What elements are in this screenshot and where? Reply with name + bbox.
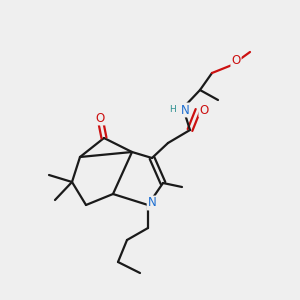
Text: O: O [231, 55, 241, 68]
Text: H: H [169, 106, 176, 115]
Text: O: O [200, 103, 208, 116]
Text: N: N [181, 103, 189, 116]
Text: O: O [95, 112, 105, 124]
Text: N: N [148, 196, 156, 209]
